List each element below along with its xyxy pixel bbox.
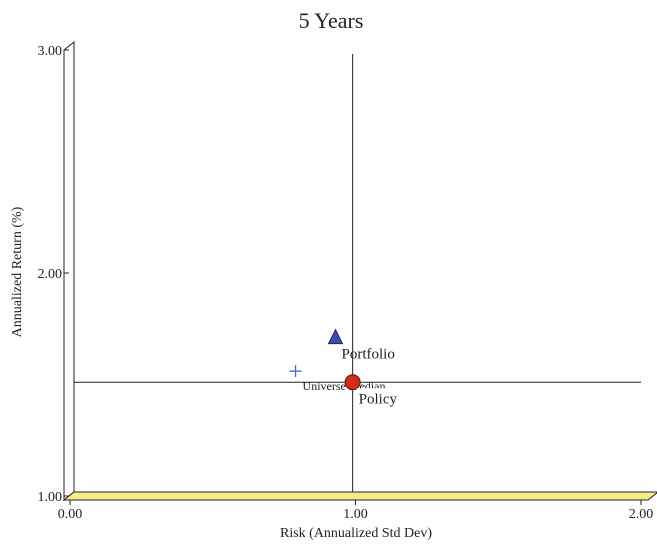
tick-labels: 1.00 2.00 3.00 0.00 1.00 2.00 — [38, 44, 654, 522]
y-tick-label: 1.00 — [38, 490, 63, 505]
x-tick-label: 2.00 — [629, 507, 654, 522]
y-axis-label: Annualized Return (%) — [10, 206, 25, 337]
plot-wall-left — [63, 40, 75, 502]
portfolio-marker — [327, 328, 344, 345]
x-axis-label: Risk (Annualized Std Dev) — [280, 526, 432, 541]
chart-title: 5 Years — [299, 8, 364, 33]
policy-marker — [344, 374, 361, 391]
y-tick-label: 3.00 — [38, 44, 63, 59]
portfolio-label: Portfolio — [342, 347, 395, 363]
x-tick-label: 0.00 — [58, 507, 83, 522]
y-tick-label: 2.00 — [38, 267, 63, 282]
plot-floor — [62, 491, 657, 501]
policy-label-bg — [356, 388, 405, 407]
policy-label: Policy — [359, 391, 398, 407]
plot-area — [74, 42, 657, 492]
x-tick-label: 1.00 — [343, 507, 368, 522]
